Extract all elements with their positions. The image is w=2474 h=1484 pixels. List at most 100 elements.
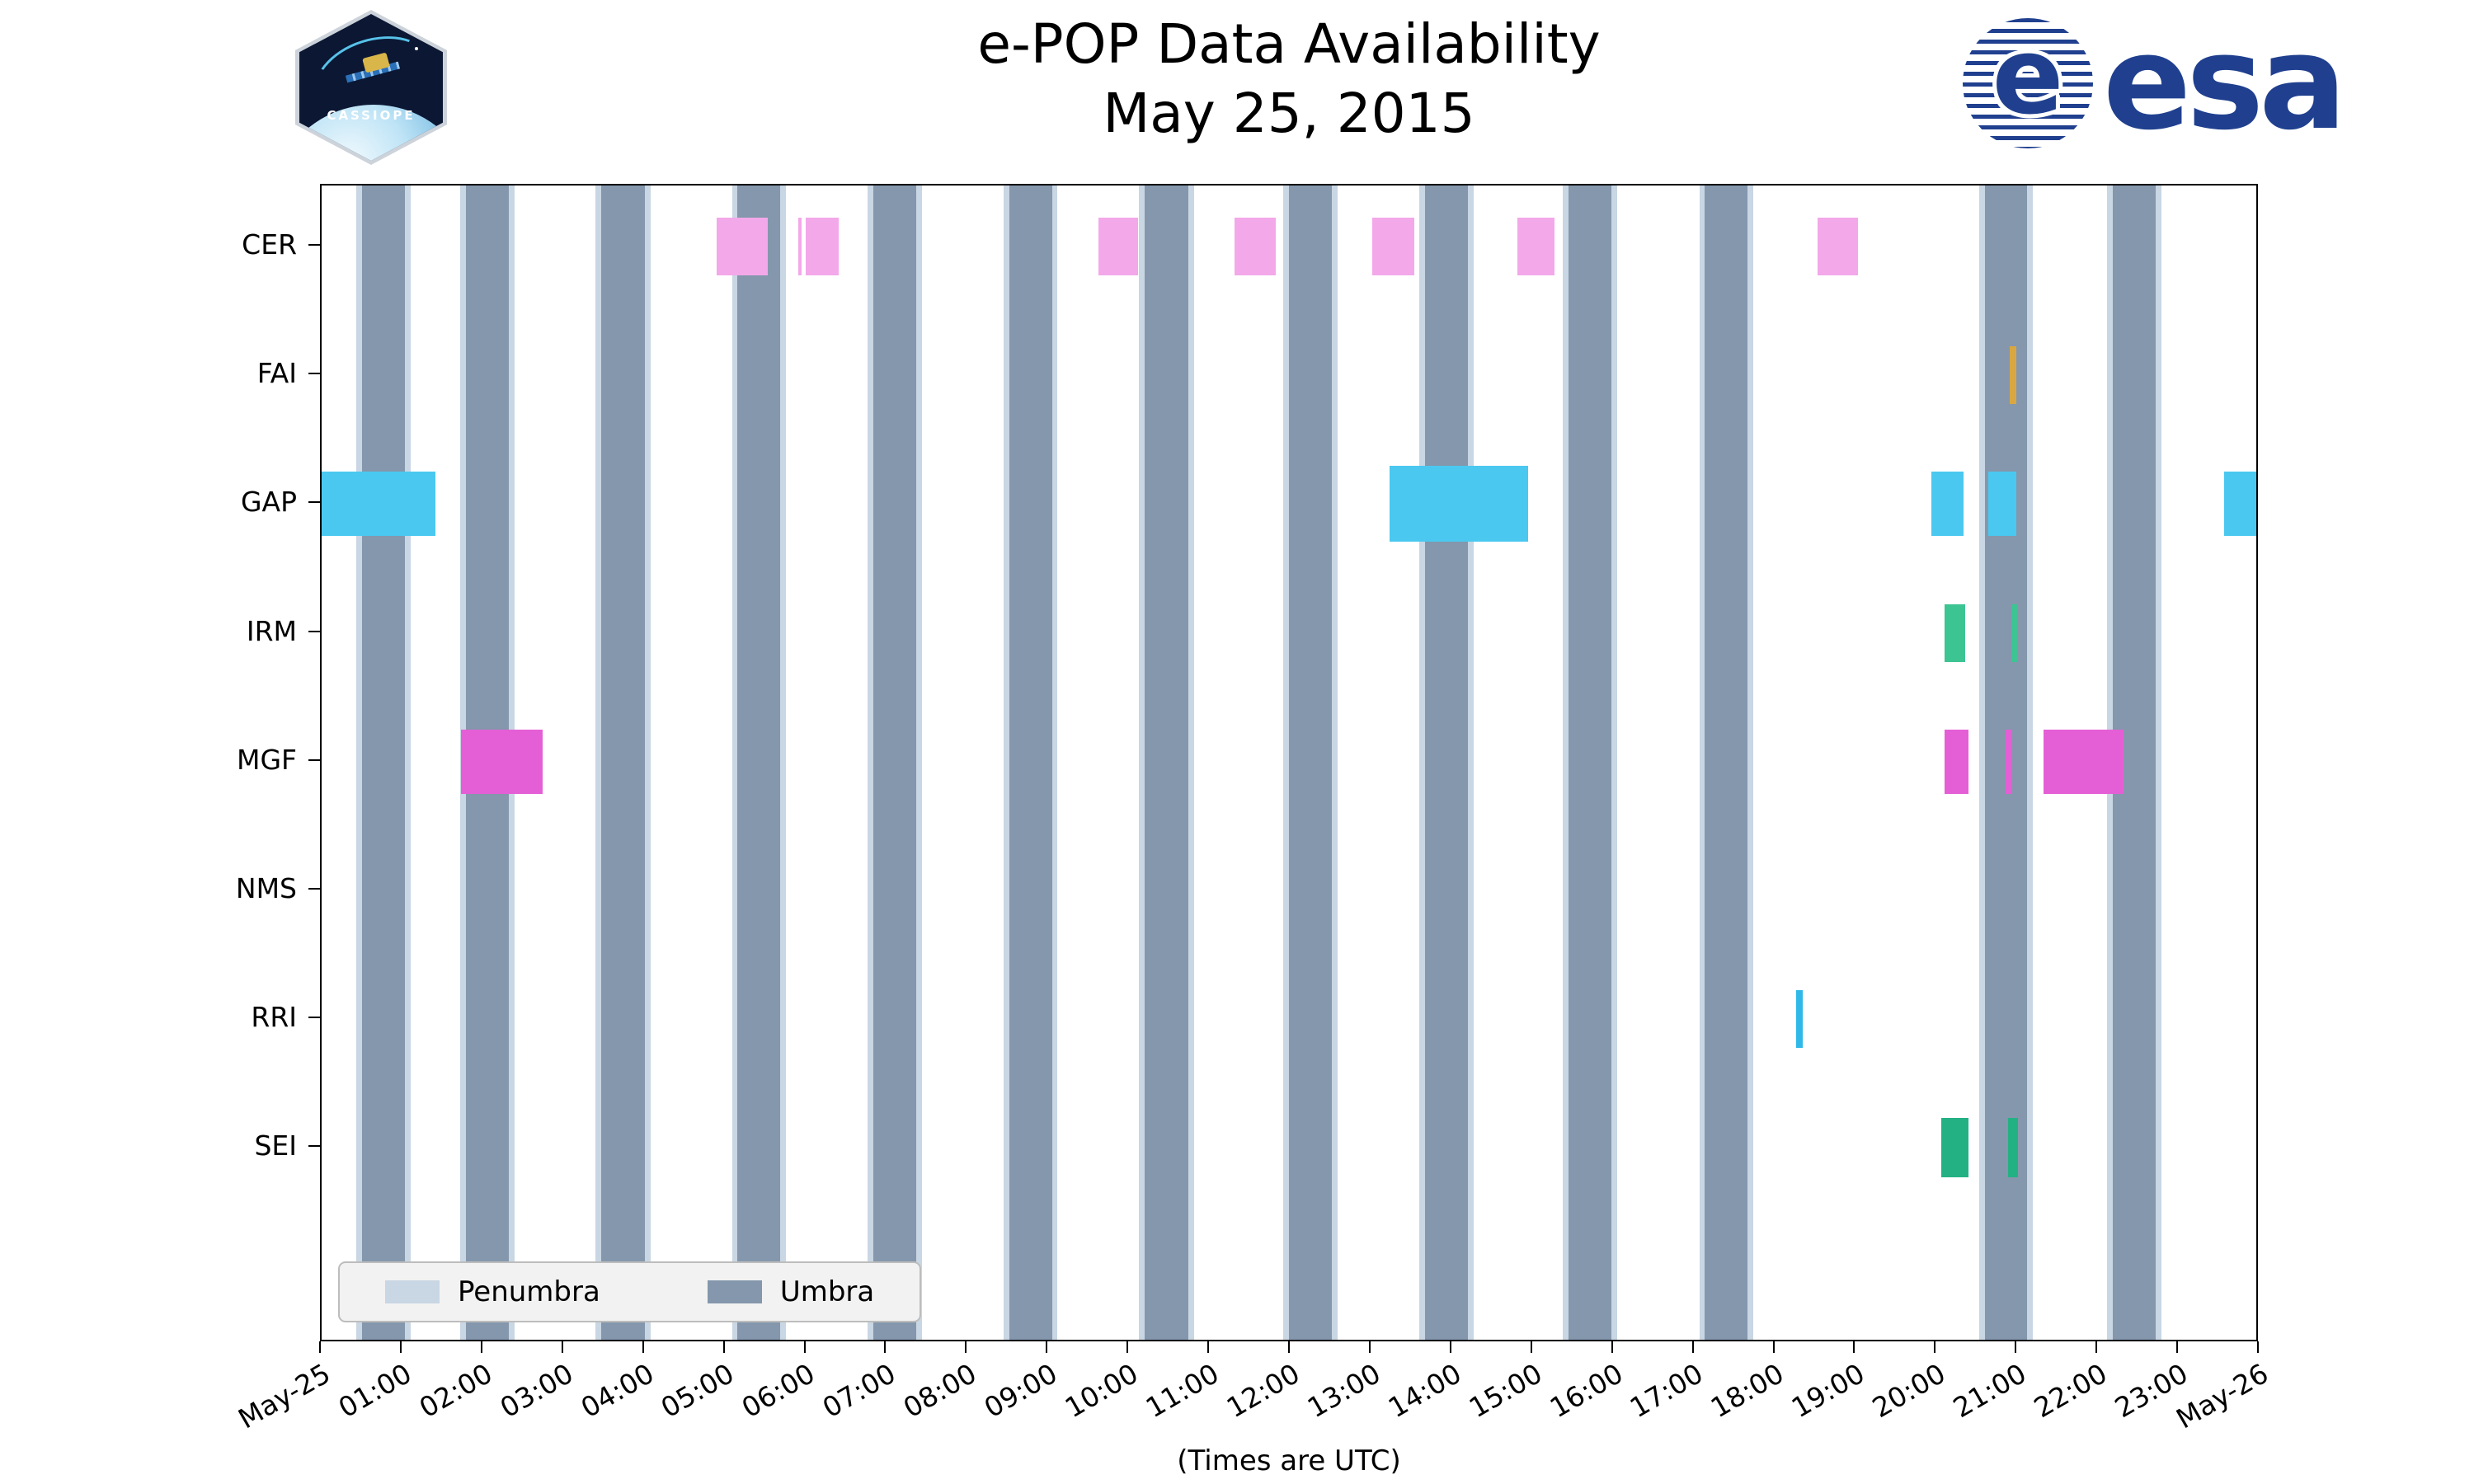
y-tick-mark bbox=[308, 1017, 320, 1019]
x-tick-mark bbox=[1611, 1341, 1613, 1353]
cassiope-patch-label: CASSIOPE bbox=[327, 108, 416, 123]
penumbra-bar bbox=[916, 186, 923, 1340]
x-tick-label: 15:00 bbox=[1463, 1357, 1548, 1425]
y-tick-label: IRM bbox=[246, 614, 297, 647]
y-tick-mark bbox=[308, 373, 320, 375]
y-tick-label: FAI bbox=[256, 357, 297, 390]
x-tick-mark bbox=[1207, 1341, 1210, 1353]
x-tick-label: May-25 bbox=[233, 1357, 336, 1435]
penumbra-bar bbox=[595, 186, 602, 1340]
data-block-gap bbox=[322, 472, 435, 537]
data-block-cer bbox=[1517, 218, 1554, 275]
x-tick-mark bbox=[2095, 1341, 2098, 1353]
umbra-bar bbox=[601, 186, 645, 1340]
y-tick-mark bbox=[308, 501, 320, 504]
penumbra-bar bbox=[1699, 186, 1705, 1340]
x-tick-mark bbox=[480, 1341, 482, 1353]
penumbra-bar bbox=[644, 186, 651, 1340]
x-tick-mark bbox=[1368, 1341, 1371, 1353]
penumbra-swatch bbox=[385, 1280, 440, 1303]
legend-item-umbra: Umbra bbox=[707, 1275, 874, 1308]
x-tick-mark bbox=[399, 1341, 402, 1353]
x-tick-label: 06:00 bbox=[736, 1357, 821, 1425]
umbra-bar bbox=[1705, 186, 1748, 1340]
y-tick-label: GAP bbox=[240, 486, 297, 519]
x-tick-mark bbox=[722, 1341, 725, 1353]
x-tick-label: 20:00 bbox=[1866, 1357, 1951, 1425]
penumbra-bar bbox=[2027, 186, 2034, 1340]
penumbra-bar bbox=[1747, 186, 1754, 1340]
x-tick-label: 10:00 bbox=[1059, 1357, 1144, 1425]
penumbra-bar bbox=[1978, 186, 1985, 1340]
x-tick-label: 19:00 bbox=[1786, 1357, 1870, 1425]
penumbra-bar bbox=[1283, 186, 1289, 1340]
x-tick-label: 04:00 bbox=[575, 1357, 660, 1425]
x-tick-mark bbox=[884, 1341, 887, 1353]
x-tick-mark bbox=[1772, 1341, 1775, 1353]
data-block-cer bbox=[1371, 218, 1415, 275]
esa-wordmark: esa bbox=[2103, 7, 2347, 159]
y-tick-label: RRI bbox=[251, 1001, 297, 1034]
x-axis-label: (Times are UTC) bbox=[1177, 1444, 1401, 1477]
penumbra-bar bbox=[1139, 186, 1145, 1340]
x-tick-label: 01:00 bbox=[332, 1357, 417, 1425]
penumbra-bar bbox=[1419, 186, 1426, 1340]
x-tick-label: 14:00 bbox=[1382, 1357, 1467, 1425]
y-tick-mark bbox=[308, 1145, 320, 1148]
penumbra-bar bbox=[1611, 186, 1617, 1340]
umbra-bar bbox=[872, 186, 917, 1340]
y-tick-label: NMS bbox=[235, 872, 297, 904]
y-tick-label: SEI bbox=[254, 1129, 297, 1162]
data-block-cer bbox=[1818, 218, 1859, 275]
data-block-mgf bbox=[2005, 729, 2012, 794]
x-tick-label: 08:00 bbox=[897, 1357, 982, 1425]
penumbra-bar bbox=[1003, 186, 1009, 1340]
data-block-mgf bbox=[461, 729, 543, 794]
data-block-cer bbox=[1234, 218, 1277, 275]
data-block-gap bbox=[2223, 472, 2256, 537]
data-block-gap bbox=[1390, 466, 1529, 542]
umbra-bar bbox=[1289, 186, 1332, 1340]
y-tick-mark bbox=[308, 888, 320, 890]
x-tick-mark bbox=[2257, 1341, 2259, 1353]
legend-item-penumbra: Penumbra bbox=[385, 1275, 600, 1308]
x-tick-label: 03:00 bbox=[494, 1357, 579, 1425]
x-tick-label: 09:00 bbox=[978, 1357, 1063, 1425]
data-block-cer bbox=[1098, 218, 1139, 275]
penumbra-bar bbox=[867, 186, 873, 1340]
penumbra-bar bbox=[780, 186, 787, 1340]
data-block-gap bbox=[1988, 472, 2016, 537]
title-block: e-POP Data Availability May 25, 2015 bbox=[977, 10, 1600, 149]
data-block-fai bbox=[2009, 346, 2016, 405]
data-block-gap bbox=[1931, 472, 1964, 537]
data-block-irm bbox=[2011, 603, 2018, 662]
chart-subtitle: May 25, 2015 bbox=[1103, 82, 1475, 146]
x-tick-mark bbox=[1934, 1341, 1936, 1353]
x-tick-label: 02:00 bbox=[413, 1357, 498, 1425]
penumbra-bar bbox=[1331, 186, 1338, 1340]
star-dot bbox=[415, 47, 418, 50]
esa-emblem-icon: e bbox=[1963, 18, 2093, 148]
umbra-bar bbox=[1569, 186, 1611, 1340]
data-block-irm bbox=[1944, 603, 1966, 662]
legend: Penumbra Umbra bbox=[338, 1261, 922, 1322]
umbra-bar bbox=[1425, 186, 1468, 1340]
data-block-sei bbox=[2007, 1118, 2018, 1178]
x-tick-label: 21:00 bbox=[1947, 1357, 2032, 1425]
y-tick-label: CER bbox=[242, 228, 297, 261]
data-block-cer bbox=[806, 218, 839, 275]
x-tick-mark bbox=[1530, 1341, 1532, 1353]
umbra-bar bbox=[1009, 186, 1052, 1340]
x-tick-mark bbox=[319, 1341, 321, 1353]
legend-penumbra-label: Penumbra bbox=[458, 1275, 600, 1308]
y-tick-mark bbox=[308, 630, 320, 632]
data-block-cer bbox=[716, 218, 768, 275]
plot-area: Penumbra Umbra bbox=[320, 184, 2258, 1341]
penumbra-bar bbox=[404, 186, 411, 1340]
x-tick-mark bbox=[1449, 1341, 1451, 1353]
x-tick-label: 17:00 bbox=[1625, 1357, 1710, 1425]
umbra-bar bbox=[361, 186, 405, 1340]
x-tick-mark bbox=[1288, 1341, 1290, 1353]
penumbra-bar bbox=[356, 186, 362, 1340]
penumbra-bar bbox=[1563, 186, 1569, 1340]
